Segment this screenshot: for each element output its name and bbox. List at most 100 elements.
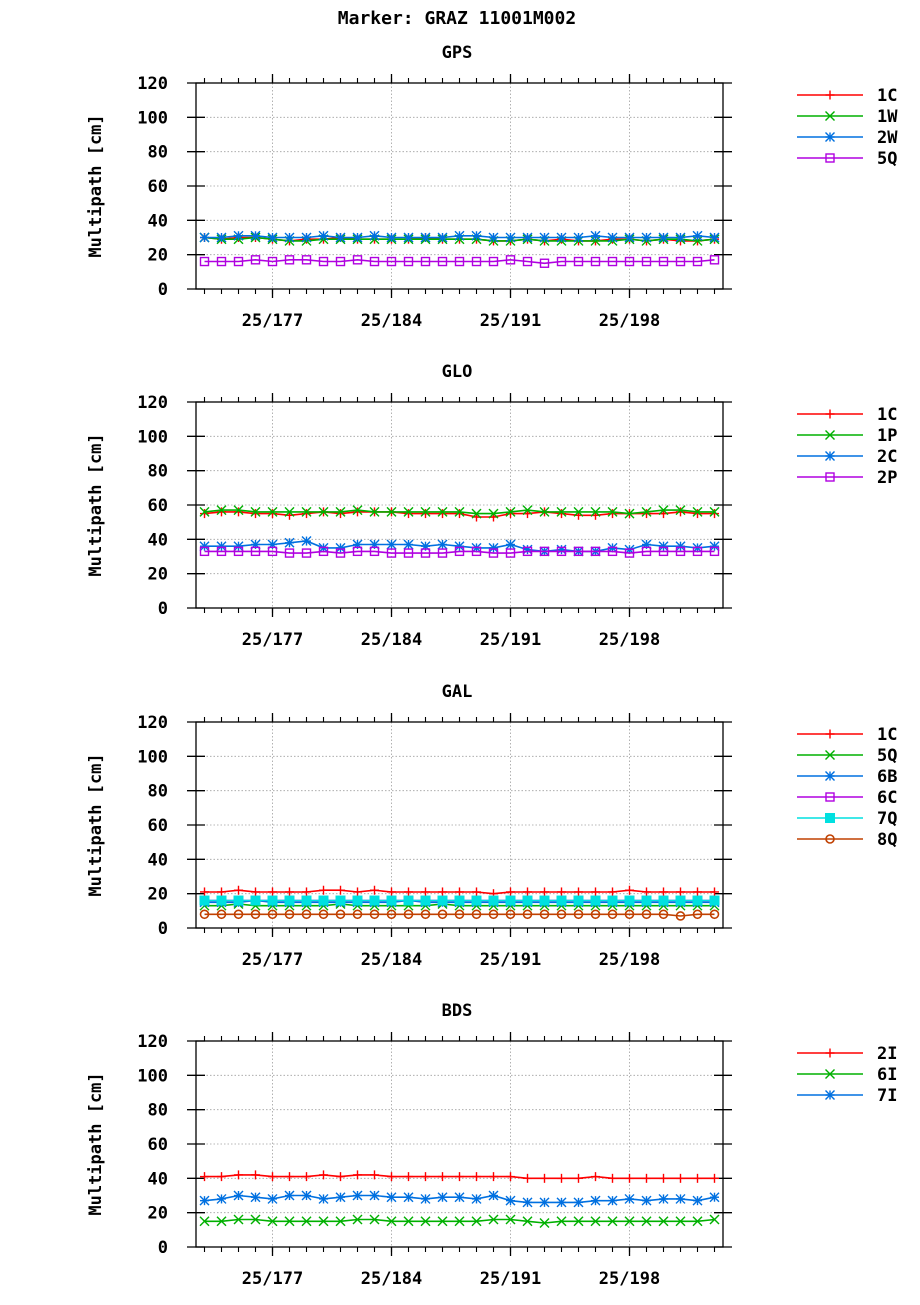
x-tick-label: 25/191: [480, 311, 541, 331]
data-point-stroke: [267, 1216, 278, 1227]
legend-label: 1C: [877, 86, 897, 106]
data-point-stroke: [607, 232, 618, 243]
data-point-box: [590, 895, 601, 906]
legend-marker: [825, 451, 835, 461]
data-point: [472, 887, 481, 897]
data-point: [437, 1192, 448, 1203]
data-point-stroke: [590, 1216, 601, 1227]
data-point: [369, 895, 380, 906]
data-point-stroke: [641, 1195, 652, 1206]
data-point: [335, 506, 346, 517]
data-point-ring: [539, 909, 550, 920]
data-point: [522, 505, 533, 516]
data-point-stroke: [199, 1216, 210, 1227]
data-point-stroke: [216, 505, 227, 516]
data-point-stroke: [488, 1214, 499, 1225]
y-axis-label: Multipath [cm]: [86, 753, 106, 896]
data-point-stroke: [216, 541, 227, 552]
data-point: [624, 909, 635, 920]
data-point-stroke: [675, 232, 686, 243]
data-point: [403, 895, 414, 906]
data-point-stroke: [420, 1216, 431, 1227]
data-point-ring: [352, 909, 363, 920]
data-point-box: [641, 546, 652, 557]
data-point: [217, 507, 226, 517]
series-gps-5q: [199, 255, 720, 268]
data-point: [437, 909, 448, 920]
data-point: [267, 895, 278, 906]
data-point-box: [454, 546, 465, 557]
data-point-ring: [301, 909, 312, 920]
data-point-stroke: [658, 1216, 669, 1227]
data-point: [335, 232, 346, 243]
data-point-ring: [641, 909, 652, 920]
data-point: [251, 1170, 260, 1180]
legend-marker: [825, 771, 835, 781]
y-tick-label: 80: [148, 143, 168, 163]
data-point: [267, 546, 278, 557]
legend-entry-gps-1c: 1C: [797, 86, 897, 106]
series-gal-8q: [199, 909, 720, 921]
data-point: [675, 256, 686, 267]
data-point-box: [539, 895, 550, 906]
data-point-stroke: [675, 541, 686, 552]
data-point: [233, 541, 244, 552]
data-point-box: [386, 548, 397, 558]
data-point: [573, 256, 584, 267]
data-point: [607, 909, 618, 920]
data-point-ring: [556, 909, 567, 920]
data-point: [216, 541, 227, 552]
data-point: [250, 895, 261, 906]
y-tick-label: 0: [158, 919, 168, 939]
data-point-box: [199, 256, 210, 267]
x-tick-label: 25/198: [599, 630, 660, 650]
data-point: [675, 541, 686, 552]
data-point: [336, 885, 345, 895]
data-point: [641, 895, 652, 906]
data-point: [709, 1192, 720, 1203]
data-point: [301, 548, 312, 558]
legend-label: 8Q: [877, 830, 897, 850]
data-point: [471, 1216, 482, 1227]
data-point-ring: [709, 909, 720, 920]
data-point: [659, 887, 668, 897]
series-gps-5q-line: [204, 258, 715, 265]
data-point: [505, 255, 516, 265]
data-point-box: [522, 546, 533, 557]
data-point-stroke: [267, 1193, 278, 1204]
data-point: [318, 230, 329, 241]
data-point-box: [522, 256, 533, 267]
data-point-ring: [692, 909, 703, 920]
data-point: [658, 232, 669, 243]
data-point: [369, 506, 380, 517]
data-point-stroke: [590, 1195, 601, 1206]
data-point: [216, 505, 227, 516]
data-point: [352, 1190, 363, 1201]
data-point-box: [607, 546, 618, 557]
data-point: [607, 895, 618, 906]
data-point: [404, 1172, 413, 1182]
y-tick-label: 0: [158, 599, 168, 619]
data-point: [539, 895, 550, 906]
data-point-box: [352, 546, 363, 557]
data-point-stroke: [437, 232, 448, 243]
data-point: [370, 1170, 379, 1180]
data-point: [387, 887, 396, 897]
data-point: [590, 546, 601, 557]
data-point: [233, 256, 244, 267]
data-point: [234, 507, 243, 517]
data-point: [302, 1172, 311, 1182]
legend-label: 1C: [877, 725, 897, 745]
legend-marker-box: [825, 813, 835, 823]
y-tick-label: 40: [148, 211, 168, 231]
data-point: [557, 1173, 566, 1183]
data-point: [693, 887, 702, 897]
legend-label: 2P: [877, 468, 897, 488]
data-point: [488, 256, 499, 267]
data-point: [658, 256, 669, 267]
data-point: [336, 1172, 345, 1182]
data-point: [659, 1173, 668, 1183]
data-point: [454, 909, 465, 920]
data-point: [658, 1216, 669, 1227]
data-point: [641, 506, 652, 517]
